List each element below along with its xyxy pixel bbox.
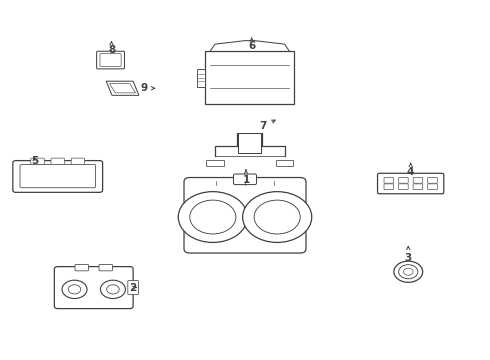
FancyBboxPatch shape [99,265,113,271]
FancyBboxPatch shape [128,280,138,294]
FancyBboxPatch shape [184,177,306,253]
Text: 7: 7 [260,120,275,131]
FancyBboxPatch shape [428,184,437,189]
Circle shape [190,200,236,234]
FancyBboxPatch shape [75,265,89,271]
Bar [206,160,223,166]
Circle shape [68,285,81,294]
Circle shape [394,261,423,282]
FancyBboxPatch shape [51,158,65,165]
FancyBboxPatch shape [233,174,257,185]
FancyBboxPatch shape [384,177,393,183]
Bar [276,160,293,166]
Text: 2: 2 [129,283,137,293]
Polygon shape [106,81,139,95]
FancyBboxPatch shape [71,158,85,165]
Bar [205,51,294,104]
Text: 6: 6 [248,38,255,51]
Circle shape [254,200,300,234]
Circle shape [243,192,312,242]
FancyBboxPatch shape [13,161,102,192]
FancyBboxPatch shape [20,165,96,188]
FancyBboxPatch shape [54,267,133,309]
FancyBboxPatch shape [31,158,44,165]
Text: 5: 5 [31,156,38,166]
Text: 4: 4 [407,163,415,176]
Text: 1: 1 [243,170,249,185]
Circle shape [403,268,413,275]
FancyBboxPatch shape [413,184,423,189]
FancyBboxPatch shape [100,54,121,66]
Bar [238,133,261,153]
FancyBboxPatch shape [377,173,444,194]
Bar [197,69,205,86]
Circle shape [107,285,119,294]
Polygon shape [110,84,136,93]
FancyBboxPatch shape [398,184,408,189]
Circle shape [178,192,247,242]
Circle shape [62,280,87,298]
Text: 8: 8 [108,42,115,55]
FancyBboxPatch shape [384,184,393,189]
FancyBboxPatch shape [413,177,423,183]
Text: 3: 3 [405,246,412,263]
FancyBboxPatch shape [398,177,408,183]
FancyBboxPatch shape [97,51,124,69]
FancyBboxPatch shape [428,177,437,183]
Circle shape [100,280,125,298]
Text: 9: 9 [141,83,155,93]
Circle shape [399,265,418,279]
